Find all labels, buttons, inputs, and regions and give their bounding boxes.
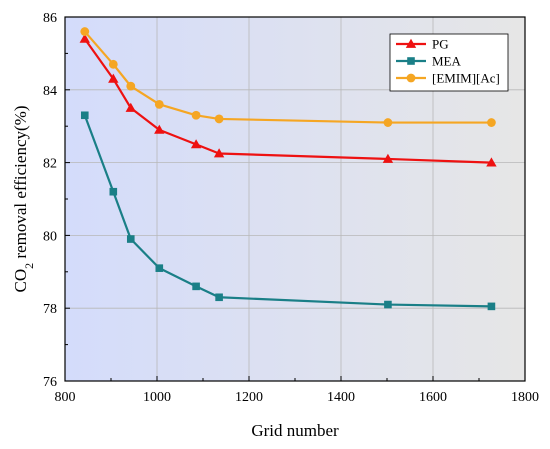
y-axis-title: CO2 removal efficiency(%) <box>11 106 36 293</box>
data-point-emim-ac <box>487 118 496 127</box>
series-line-pg <box>83 38 492 164</box>
x-tick-label: 1800 <box>511 390 539 405</box>
x-axis-title: Grid number <box>251 421 339 440</box>
series-emim-ac <box>80 27 496 127</box>
x-tick-label: 1600 <box>419 390 447 405</box>
y-tick-label: 76 <box>43 375 57 390</box>
data-point-pg <box>154 124 165 134</box>
data-point-mea <box>126 235 135 243</box>
data-point-emim-ac <box>80 27 90 36</box>
legend-label: [EMIM][Ac] <box>432 71 500 86</box>
y-axis-title-suffix: removal efficiency(%) <box>11 106 30 263</box>
data-point-pg <box>125 102 136 112</box>
data-point-pg <box>108 73 119 83</box>
data-point-pg <box>213 148 225 158</box>
data-point-emim-ac <box>108 59 118 69</box>
data-point-mea <box>487 302 496 311</box>
x-tick-label: 1400 <box>327 390 355 405</box>
legend-label: PG <box>432 37 449 52</box>
data-point-mea <box>215 293 223 302</box>
data-point-pg <box>79 33 90 43</box>
y-axis-title-prefix: CO <box>11 269 30 293</box>
y-tick-label: 86 <box>43 11 57 26</box>
legend-marker <box>407 57 415 65</box>
legend: PG MEA [EMIM][Ac] <box>389 33 509 92</box>
x-tick-label: 1200 <box>235 390 263 405</box>
data-point-emim-ac <box>214 114 224 124</box>
series-mea <box>80 111 496 311</box>
data-point-pg <box>382 153 394 163</box>
data-point-emim-ac <box>126 81 136 91</box>
y-tick-label: 82 <box>43 157 57 172</box>
data-point-emim-ac <box>154 99 164 109</box>
data-point-pg <box>486 157 497 167</box>
data-point-mea <box>80 111 89 120</box>
legend-label: MEA <box>432 54 462 69</box>
data-point-mea <box>155 264 164 272</box>
series-line-emim-ac <box>83 30 492 124</box>
series-layer <box>79 27 497 311</box>
series-pg <box>79 33 497 167</box>
legend-marker <box>406 73 416 83</box>
axes: 800 1000 1200 1400 1600 1800 76 78 80 82 84 86 <box>43 11 539 405</box>
data-point-mea <box>384 300 392 309</box>
x-tick-label: 1000 <box>143 390 171 405</box>
data-point-emim-ac <box>383 118 393 127</box>
series-line-mea <box>83 114 492 308</box>
x-tick-label: 800 <box>55 390 76 405</box>
legend-entry-emim-ac: [EMIM][Ac] <box>396 71 500 86</box>
legend-entry-pg: PG <box>396 37 449 52</box>
y-tick-label: 78 <box>43 302 57 317</box>
data-point-emim-ac <box>191 110 201 120</box>
legend-marker <box>405 38 417 48</box>
data-point-mea <box>109 187 118 196</box>
y-axis-title-subscript: 2 <box>22 263 36 269</box>
y-tick-label: 80 <box>43 229 57 244</box>
legend-entry-mea: MEA <box>396 54 462 69</box>
y-tick-label: 84 <box>43 84 57 99</box>
data-point-mea <box>192 282 200 291</box>
data-point-pg <box>190 139 202 149</box>
